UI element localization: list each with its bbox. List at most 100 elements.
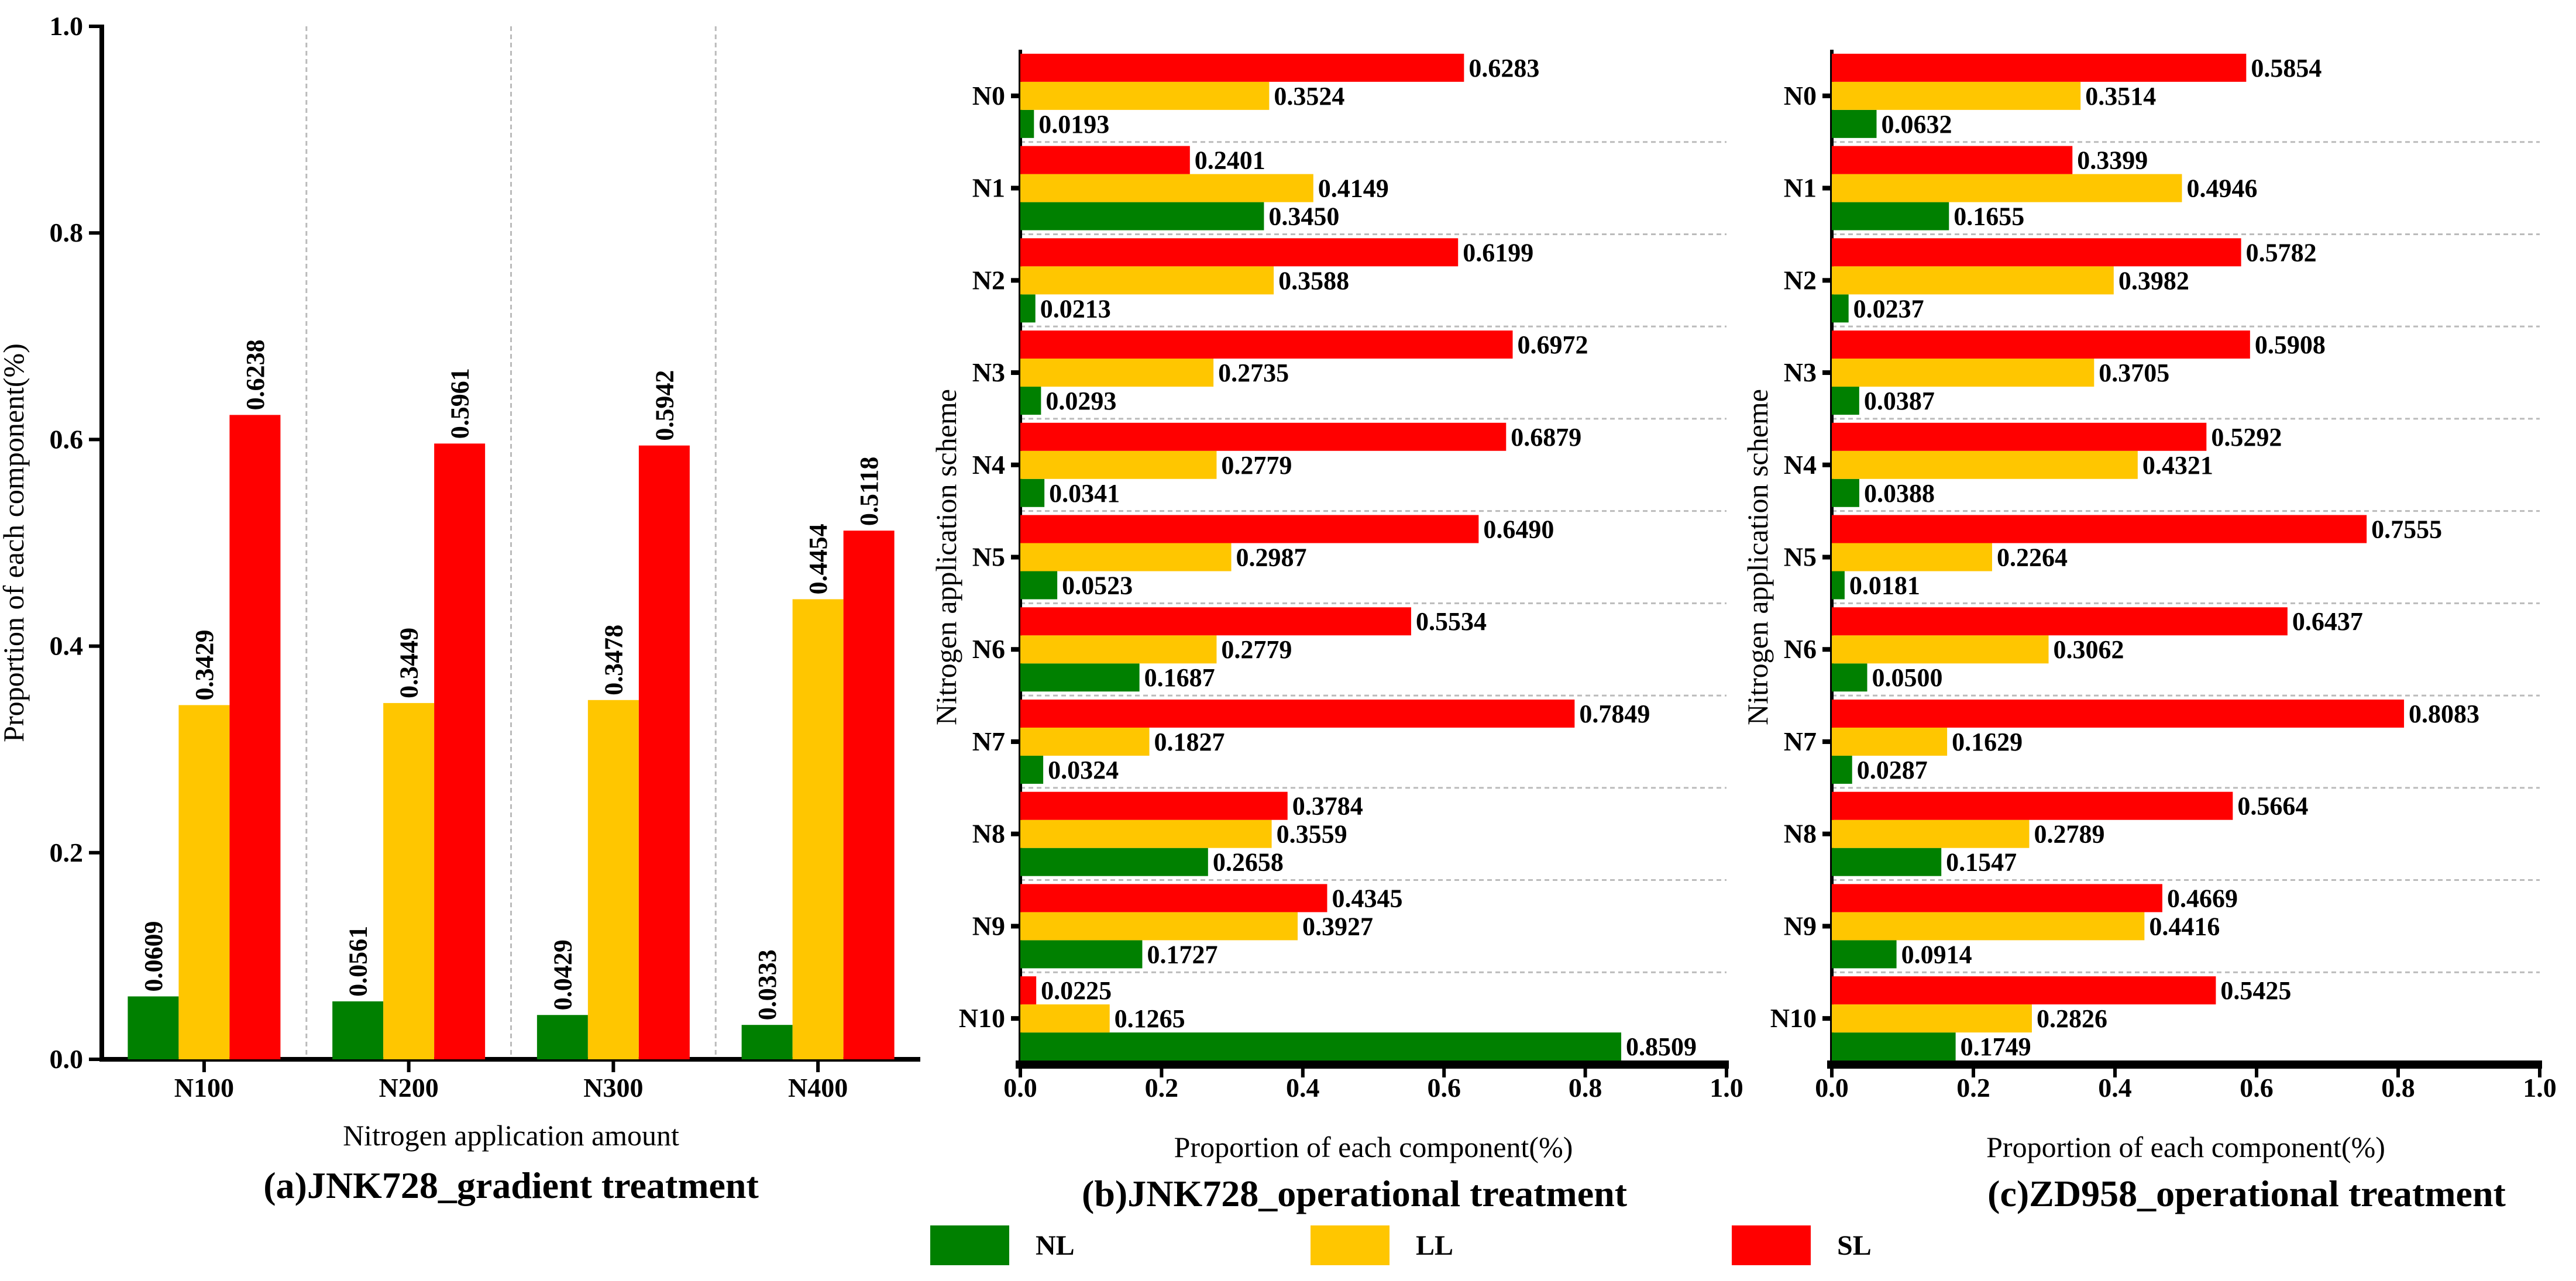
data-label: 0.5942 <box>650 370 679 441</box>
x-tick-label: 1.0 <box>1710 1073 1743 1103</box>
data-label: 0.4946 <box>2186 174 2257 203</box>
data-label: 0.5425 <box>2220 976 2291 1005</box>
bar-nl <box>1020 109 1034 138</box>
y-tick-label: N8 <box>1784 819 1817 849</box>
y-tick-label: N4 <box>972 450 1005 480</box>
data-label: 0.0429 <box>548 939 577 1010</box>
bar-ll <box>792 599 844 1059</box>
y-tick-label: N3 <box>972 357 1005 387</box>
bar-ll <box>1020 727 1150 756</box>
data-label: 0.1629 <box>1952 728 2023 756</box>
bar-ll <box>383 703 435 1059</box>
data-label: 0.3982 <box>2118 266 2189 295</box>
data-label: 0.1547 <box>1946 848 2017 877</box>
bar-ll <box>1832 81 2081 110</box>
bar-nl <box>128 996 179 1059</box>
y-tick-label: N4 <box>1784 450 1817 480</box>
data-label: 0.5854 <box>2251 54 2322 82</box>
bar-ll <box>1832 543 1992 571</box>
bar-sl <box>434 443 486 1060</box>
data-label: 0.1265 <box>1115 1004 1185 1033</box>
bar-sl <box>1832 238 2241 267</box>
bar-ll <box>1020 635 1217 664</box>
bar-sl <box>1832 884 2162 912</box>
y-tick-label: N10 <box>959 1003 1005 1033</box>
data-label: 0.0181 <box>1849 571 1920 600</box>
x-axis-title: Nitrogen application amount <box>343 1119 679 1152</box>
y-tick-label: N9 <box>1784 911 1817 941</box>
data-label: 0.1749 <box>1961 1032 2031 1061</box>
data-label: 0.4669 <box>2167 884 2238 912</box>
data-label: 0.2779 <box>1221 451 1292 480</box>
data-label: 0.0523 <box>1062 571 1133 600</box>
x-tick-label: 0.2 <box>1956 1073 1990 1103</box>
y-tick-label: N0 <box>1784 81 1817 111</box>
data-label: 0.0287 <box>1857 756 1928 784</box>
bar-nl <box>1020 202 1264 230</box>
data-label: 0.7849 <box>1579 700 1650 728</box>
bar-sl <box>1020 146 1190 174</box>
data-label: 0.2264 <box>1997 543 2068 572</box>
data-label: 0.3450 <box>1268 202 1339 231</box>
bar-ll <box>1832 819 2030 848</box>
panel-title: (b)JNK728_operational treatment <box>1082 1173 1628 1214</box>
data-label: 0.1655 <box>1954 202 2024 231</box>
y-tick-label: N9 <box>972 911 1005 941</box>
x-tick-label: N100 <box>174 1073 234 1103</box>
y-tick-label: N5 <box>972 542 1005 572</box>
y-tick-label: N8 <box>972 819 1005 849</box>
data-label: 0.0193 <box>1038 110 1109 139</box>
data-label: 0.0213 <box>1040 294 1111 323</box>
y-tick-label: 0.4 <box>50 631 84 661</box>
data-label: 0.5908 <box>2255 330 2326 359</box>
y-axis-title: Nitrogen application scheme <box>930 389 962 725</box>
x-tick-label: 0.4 <box>2098 1073 2132 1103</box>
bar-nl <box>1020 387 1041 415</box>
data-label: 0.3062 <box>2054 635 2124 664</box>
data-label: 0.1727 <box>1147 940 1218 969</box>
bar-ll <box>1020 450 1217 479</box>
data-label: 0.8509 <box>1626 1032 1697 1061</box>
data-label: 0.0225 <box>1041 976 1112 1005</box>
bar-sl <box>1832 976 2216 1005</box>
data-label: 0.4345 <box>1332 884 1402 912</box>
data-label: 0.0632 <box>1881 110 1952 139</box>
bar-sl <box>1832 699 2405 728</box>
data-label: 0.6283 <box>1468 54 1539 82</box>
x-tick-label: 0.4 <box>1286 1073 1320 1103</box>
bar-nl <box>1020 478 1045 507</box>
bar-nl <box>1832 387 1859 415</box>
data-label: 0.3588 <box>1278 266 1349 295</box>
data-label: 0.2826 <box>2037 1004 2107 1033</box>
x-tick-label: 0.6 <box>2240 1073 2274 1103</box>
data-label: 0.0387 <box>1864 387 1935 415</box>
bar-nl <box>332 1001 384 1059</box>
bar-nl <box>1020 1032 1622 1061</box>
data-label: 0.6972 <box>1518 330 1588 359</box>
bar-nl <box>1020 663 1140 692</box>
y-tick-label: N0 <box>972 81 1005 111</box>
legend-swatch-sl <box>1732 1225 1811 1265</box>
data-label: 0.0341 <box>1049 479 1120 508</box>
x-tick-label: 0.6 <box>1427 1073 1461 1103</box>
data-label: 0.3478 <box>599 625 628 695</box>
bar-sl <box>1832 422 2207 451</box>
x-tick-label: N200 <box>379 1073 439 1103</box>
bar-nl <box>1832 478 1859 507</box>
bar-ll <box>1832 450 2138 479</box>
y-tick-label: N2 <box>972 265 1005 295</box>
bar-sl <box>1832 515 2367 543</box>
bar-ll <box>1020 359 1214 387</box>
bar-nl <box>741 1025 793 1059</box>
bar-nl <box>1020 294 1036 323</box>
data-label: 0.3559 <box>1277 820 1347 849</box>
bar-ll <box>1020 81 1270 110</box>
bar-sl <box>1832 146 2073 174</box>
bar-sl <box>1832 53 2247 82</box>
x-tick-label: 0.8 <box>1569 1073 1602 1103</box>
data-label: 0.3514 <box>2085 82 2156 111</box>
y-tick-label: N2 <box>1784 265 1817 295</box>
data-label: 0.0293 <box>1045 387 1116 415</box>
bar-sl <box>1020 884 1327 912</box>
x-tick-label: N300 <box>583 1073 643 1103</box>
